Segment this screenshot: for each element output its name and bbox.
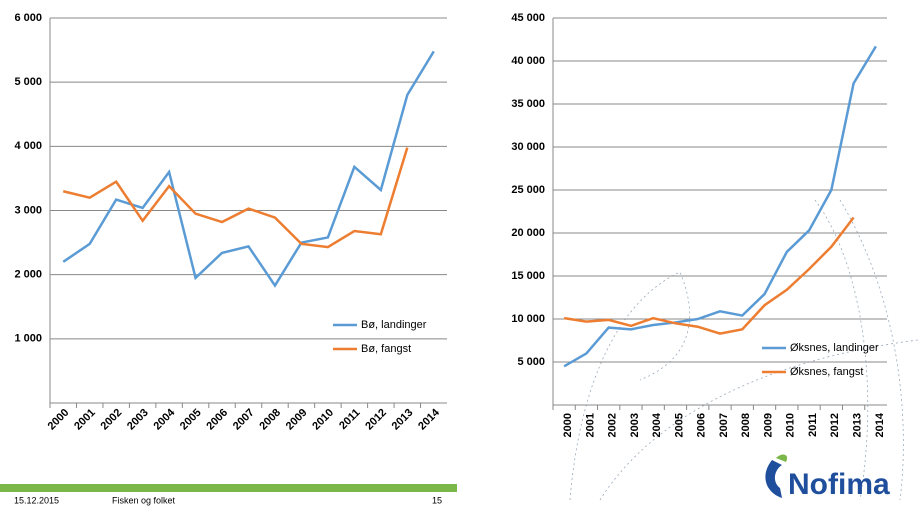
y-tick-label: 1 000: [14, 333, 42, 345]
legend-label: Bø, fangst: [361, 343, 411, 355]
logo-leaf: [776, 454, 788, 462]
footer-page: 15: [432, 495, 442, 505]
x-tick-label: 2005: [178, 407, 204, 433]
logo-icon: [765, 460, 782, 498]
x-tick-label: 2010: [310, 407, 336, 433]
x-tick-label: 2006: [204, 407, 230, 433]
x-tick-label: 2007: [718, 413, 730, 437]
x-tick-label: 2009: [284, 407, 310, 433]
x-tick-label: 2008: [740, 413, 752, 437]
logo: Nofima: [788, 468, 890, 501]
y-tick-label: 10 000: [511, 313, 545, 325]
legend-label: Øksnes, landinger: [790, 342, 879, 354]
y-tick-label: 20 000: [511, 227, 545, 239]
x-tick-label: 2010: [785, 413, 797, 437]
y-tick-label: 25 000: [511, 184, 545, 196]
y-tick-label: 6 000: [14, 12, 42, 24]
x-tick-label: 2004: [151, 406, 177, 432]
x-tick-label: 2014: [416, 406, 442, 432]
y-tick-label: 2 000: [14, 269, 42, 281]
y-tick-label: 4 000: [14, 140, 42, 152]
footer-bar: [0, 484, 457, 492]
x-tick-label: 2013: [390, 407, 416, 433]
series-line: [62, 50, 435, 288]
footer-date: 15.12.2015: [14, 495, 59, 505]
x-tick-label: 2004: [651, 412, 663, 437]
x-tick-label: 2005: [673, 413, 685, 437]
x-tick-label: 2000: [562, 413, 574, 437]
x-tick-label: 2001: [584, 413, 596, 437]
x-tick-label: 2006: [696, 413, 708, 437]
x-tick-label: 2013: [852, 413, 864, 437]
series-line: [563, 45, 877, 368]
y-tick-label: 30 000: [511, 141, 545, 153]
x-tick-label: 2002: [607, 413, 619, 437]
x-tick-label: 2012: [829, 413, 841, 437]
y-tick-label: 35 000: [511, 98, 545, 110]
x-tick-label: 2003: [125, 407, 151, 433]
y-tick-label: 45 000: [511, 12, 545, 24]
x-tick-label: 2007: [231, 407, 257, 433]
x-tick-label: 2001: [72, 407, 98, 433]
x-tick-label: 2014: [874, 412, 886, 437]
x-tick-label: 2009: [762, 413, 774, 437]
y-tick-label: 15 000: [511, 270, 545, 282]
legend-label: Bø, landinger: [361, 319, 427, 331]
x-tick-label: 2000: [46, 407, 72, 433]
footer-title: Fisken og folket: [112, 495, 176, 505]
y-tick-label: 3 000: [14, 204, 42, 216]
legend-label: Øksnes, fangst: [790, 366, 863, 378]
x-tick-label: 2003: [629, 413, 641, 437]
x-tick-label: 2012: [363, 407, 389, 433]
series-line: [563, 216, 855, 335]
decoration: [569, 199, 918, 501]
y-tick-label: 40 000: [511, 55, 545, 67]
x-tick-label: 2011: [807, 413, 819, 437]
x-tick-label: 2002: [99, 407, 125, 433]
x-tick-label: 2011: [337, 407, 362, 432]
x-tick-label: 2008: [257, 407, 283, 433]
series-line: [62, 147, 409, 249]
y-tick-label: 5 000: [517, 356, 545, 368]
y-tick-label: 5 000: [14, 76, 42, 88]
